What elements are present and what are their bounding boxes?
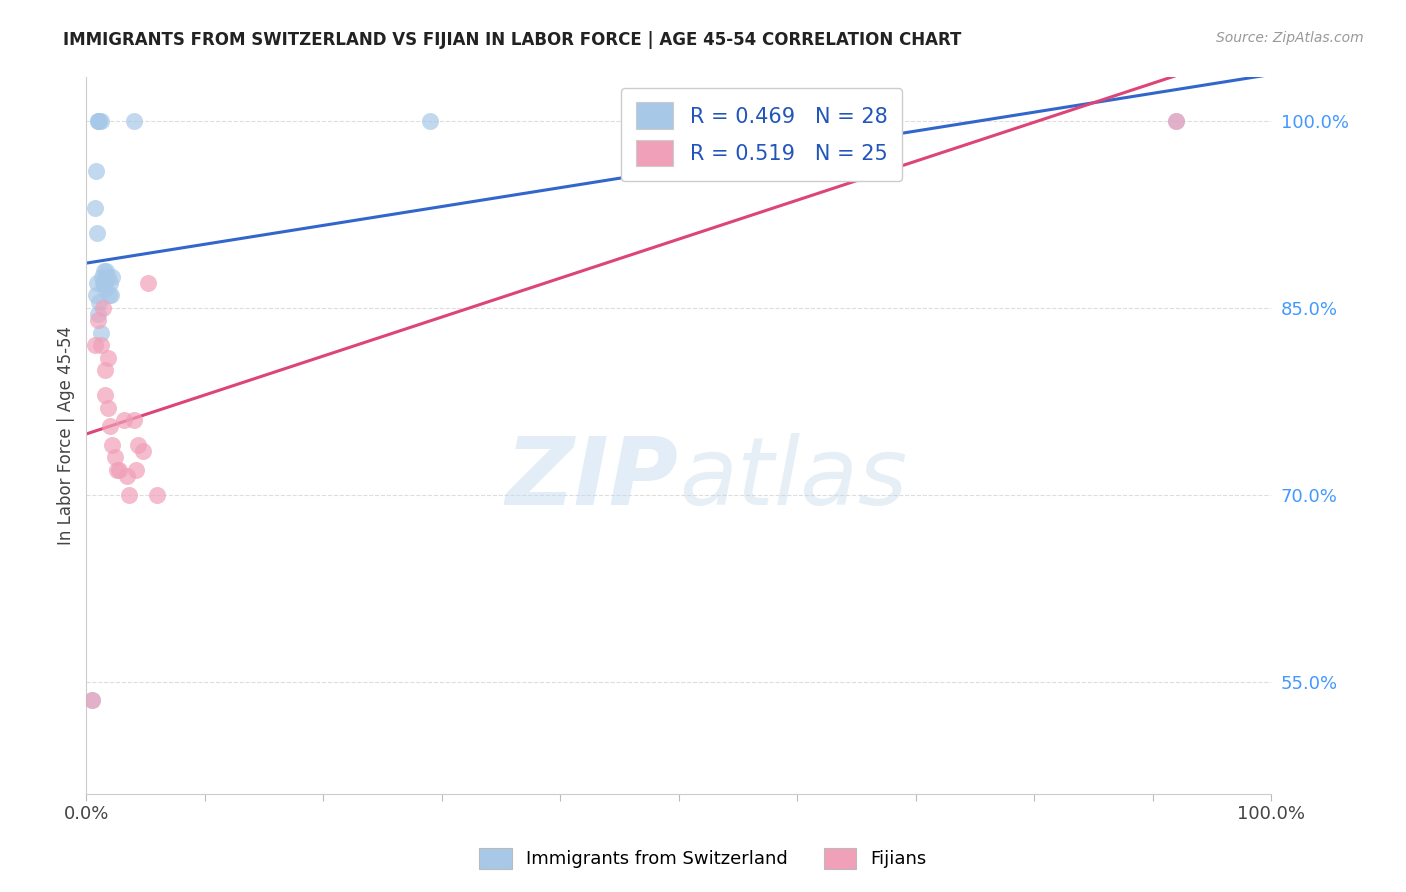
Point	[91, 276, 114, 290]
Point	[1166, 114, 1188, 128]
Point	[89, 338, 111, 352]
Point	[89, 294, 111, 309]
Legend: R = 0.469   N = 28, R = 0.519   N = 25: R = 0.469 N = 28, R = 0.519 N = 25	[621, 87, 903, 181]
Point	[84, 288, 107, 302]
Point	[146, 488, 169, 502]
Point	[82, 693, 104, 707]
Point	[105, 463, 128, 477]
Point	[132, 444, 155, 458]
Point	[97, 269, 120, 284]
Point	[115, 469, 138, 483]
Text: ZIP: ZIP	[506, 433, 679, 524]
Point	[94, 363, 117, 377]
Point	[101, 438, 124, 452]
Point	[100, 288, 122, 302]
Legend: Immigrants from Switzerland, Fijians: Immigrants from Switzerland, Fijians	[472, 840, 934, 876]
Point	[101, 269, 124, 284]
Point	[87, 307, 110, 321]
Point	[98, 276, 121, 290]
Point	[83, 338, 105, 352]
Text: Source: ZipAtlas.com: Source: ZipAtlas.com	[1216, 31, 1364, 45]
Point	[94, 276, 117, 290]
Text: atlas: atlas	[679, 433, 907, 524]
Point	[86, 276, 108, 290]
Point	[82, 693, 104, 707]
Point	[125, 463, 148, 477]
Point	[97, 288, 120, 302]
Point	[97, 401, 120, 415]
Point	[97, 351, 120, 365]
Point	[87, 114, 110, 128]
Point	[127, 438, 149, 452]
Point	[94, 388, 117, 402]
Point	[83, 201, 105, 215]
Point	[98, 419, 121, 434]
Point	[89, 114, 111, 128]
Point	[91, 301, 114, 315]
Y-axis label: In Labor Force | Age 45-54: In Labor Force | Age 45-54	[58, 326, 75, 545]
Point	[136, 276, 159, 290]
Point	[104, 450, 127, 465]
Point	[94, 282, 117, 296]
Point	[96, 263, 118, 277]
Point	[786, 114, 808, 128]
Point	[84, 164, 107, 178]
Point	[87, 114, 110, 128]
Point	[89, 326, 111, 340]
Point	[93, 263, 115, 277]
Point	[1166, 114, 1188, 128]
Point	[90, 269, 112, 284]
Point	[87, 313, 110, 327]
Point	[108, 463, 131, 477]
Point	[122, 114, 145, 128]
Point	[122, 413, 145, 427]
Point	[86, 226, 108, 240]
Point	[112, 413, 135, 427]
Point	[419, 114, 441, 128]
Point	[89, 114, 111, 128]
Point	[93, 276, 115, 290]
Point	[118, 488, 141, 502]
Text: IMMIGRANTS FROM SWITZERLAND VS FIJIAN IN LABOR FORCE | AGE 45-54 CORRELATION CHA: IMMIGRANTS FROM SWITZERLAND VS FIJIAN IN…	[63, 31, 962, 49]
